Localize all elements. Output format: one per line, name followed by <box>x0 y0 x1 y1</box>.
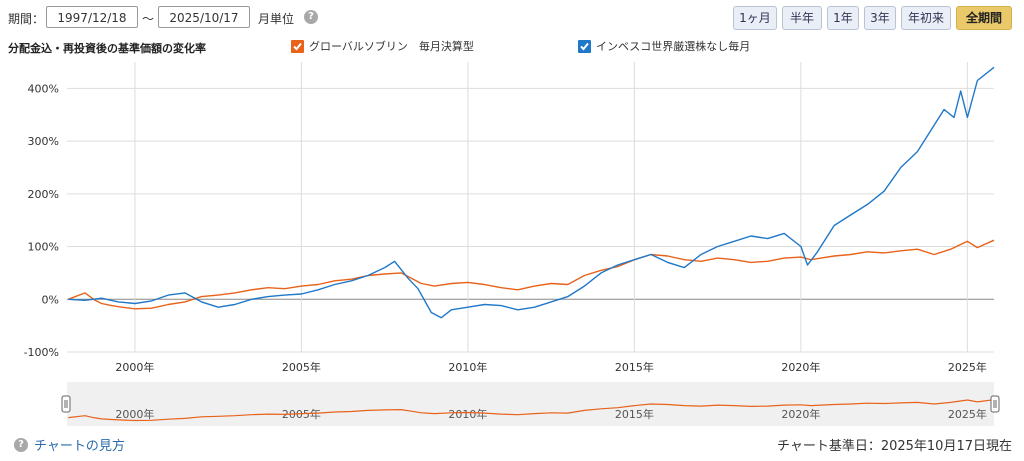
help-icon[interactable]: ? <box>304 10 318 24</box>
y-tick-label: 100% <box>28 241 59 254</box>
x-tick-label: 2020年 <box>781 360 820 374</box>
toolbar: 期間： 1997/12/18 ～ 2025/10/17 月単位 ? 1ヶ月 半年… <box>0 0 1024 34</box>
legend-item-invesco[interactable]: インベスコ世界厳選株なし毎月 <box>578 38 750 54</box>
legend-label: グローバルソブリン 毎月決算型 <box>309 40 474 53</box>
chart-help-link[interactable]: ? チャートの見方 <box>14 435 125 454</box>
navigator-tick-label: 2010年 <box>448 407 487 421</box>
navigator-tick-label: 2015年 <box>615 407 654 421</box>
help-icon: ? <box>14 437 28 452</box>
range-1-month-button[interactable]: 1ヶ月 <box>733 6 777 30</box>
navigator-tick-label: 2020年 <box>781 407 820 421</box>
range-ytd-button[interactable]: 年初来 <box>901 6 951 30</box>
x-tick-label: 2010年 <box>448 360 487 374</box>
y-tick-label: 0% <box>42 293 59 306</box>
main-chart[interactable]: -100% 0% 100% 200% 300% 400% 2000年 2005年 2010年 20… <box>0 52 1024 382</box>
y-tick-label: 300% <box>28 135 59 148</box>
y-tick-label: 200% <box>28 188 59 201</box>
checkbox-checked-icon[interactable] <box>291 39 304 53</box>
y-tick-label: -100% <box>24 346 59 359</box>
range-all-button[interactable]: 全期間 <box>956 6 1012 30</box>
range-3-year-button[interactable]: 3年 <box>864 6 896 30</box>
start-date-input[interactable]: 1997/12/18 <box>46 6 138 28</box>
date-separator: ～ <box>142 12 155 26</box>
range-1-year-button[interactable]: 1年 <box>827 6 859 30</box>
x-tick-label: 2015年 <box>615 360 654 374</box>
x-tick-label: 2025年 <box>948 360 987 374</box>
legend-label: インベスコ世界厳選株なし毎月 <box>596 40 751 53</box>
navigator[interactable]: 2000年 2005年 2010年 2015年 2020年 2025年 <box>0 382 1024 427</box>
navigator-left-handle[interactable] <box>61 395 71 413</box>
legend-item-global-sovereign[interactable]: グローバルソブリン 毎月決算型 <box>291 38 474 54</box>
navigator-right-handle[interactable] <box>990 395 1000 413</box>
y-tick-label: 400% <box>28 82 59 95</box>
chart-help-text[interactable]: チャートの見方 <box>34 439 125 454</box>
chart-title: 分配金込・再投資後の基準価額の変化率 <box>8 42 206 55</box>
x-tick-label: 2000年 <box>115 360 154 374</box>
unit-label: 月単位 <box>258 12 295 26</box>
checkbox-checked-icon[interactable] <box>578 39 591 53</box>
x-tick-label: 2005年 <box>282 360 321 374</box>
as-of-date: チャート基準日：2025年10月17日現在 <box>776 439 1012 454</box>
period-label: 期間： <box>8 12 45 26</box>
end-date-input[interactable]: 2025/10/17 <box>158 6 250 28</box>
range-half-year-button[interactable]: 半年 <box>782 6 822 30</box>
navigator-tick-label: 2000年 <box>115 407 154 421</box>
navigator-tick-label: 2025年 <box>948 407 987 421</box>
navigator-series-line <box>68 399 995 422</box>
series-line-global-sovereign[interactable] <box>68 239 995 310</box>
series-line-invesco[interactable] <box>68 66 995 319</box>
